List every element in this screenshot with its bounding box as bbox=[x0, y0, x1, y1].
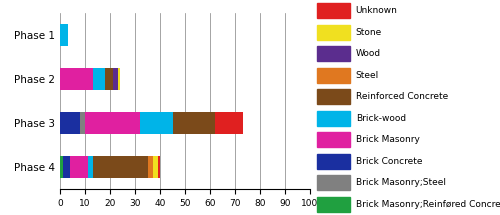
Bar bbox=[317, 132, 350, 147]
Bar bbox=[317, 25, 350, 40]
Bar bbox=[317, 175, 350, 190]
Bar bbox=[62, 156, 70, 178]
Text: Wood: Wood bbox=[356, 49, 381, 58]
Bar bbox=[317, 3, 350, 18]
Bar bbox=[60, 112, 80, 134]
Text: Unknown: Unknown bbox=[356, 6, 398, 15]
Bar bbox=[172, 112, 215, 134]
Bar bbox=[317, 197, 350, 212]
Text: Brick Masonry;Steel: Brick Masonry;Steel bbox=[356, 178, 446, 187]
Bar bbox=[60, 68, 92, 90]
Bar bbox=[152, 156, 158, 178]
Bar bbox=[60, 24, 68, 46]
Bar bbox=[317, 111, 350, 126]
Bar bbox=[105, 68, 112, 90]
Text: Stone: Stone bbox=[356, 28, 382, 37]
Bar bbox=[92, 68, 105, 90]
Text: Brick Masonry;Reinføred Concrete: Brick Masonry;Reinføred Concrete bbox=[356, 200, 500, 209]
Text: Brick Masonry: Brick Masonry bbox=[356, 135, 420, 144]
Bar bbox=[148, 156, 152, 178]
Bar bbox=[215, 112, 242, 134]
Text: Brick-wood: Brick-wood bbox=[356, 114, 406, 123]
Text: Steel: Steel bbox=[356, 71, 379, 80]
Bar bbox=[60, 156, 62, 178]
Bar bbox=[85, 112, 140, 134]
Bar bbox=[158, 156, 160, 178]
Bar bbox=[317, 46, 350, 61]
Bar bbox=[140, 112, 172, 134]
Bar bbox=[317, 68, 350, 83]
Text: Reinforced Concrete: Reinforced Concrete bbox=[356, 92, 448, 101]
Bar bbox=[70, 156, 87, 178]
Bar bbox=[317, 154, 350, 169]
Bar bbox=[88, 156, 92, 178]
Bar bbox=[112, 68, 117, 90]
Text: Brick Concrete: Brick Concrete bbox=[356, 157, 422, 166]
Bar bbox=[80, 112, 85, 134]
Bar bbox=[118, 68, 120, 90]
Bar bbox=[317, 89, 350, 104]
Bar bbox=[92, 156, 148, 178]
